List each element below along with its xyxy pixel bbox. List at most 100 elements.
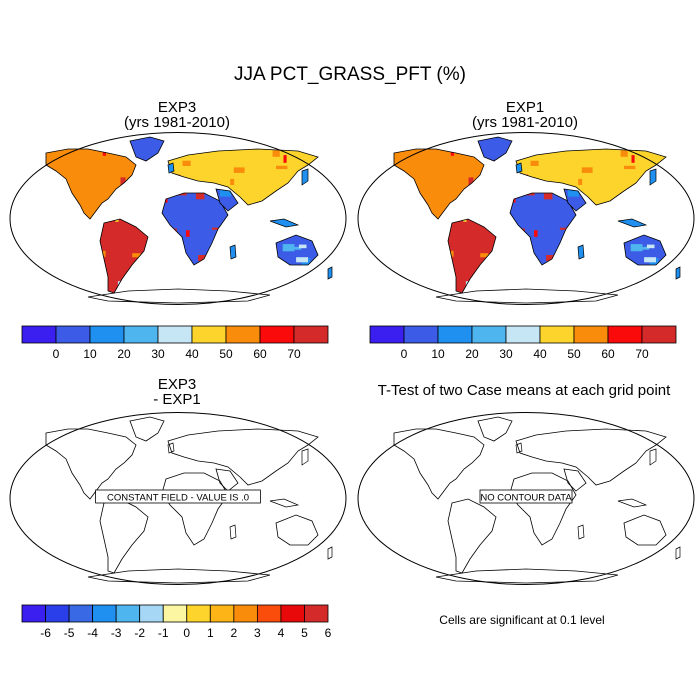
map-border (9, 412, 347, 585)
colorbar-box (157, 325, 193, 344)
colorbar-tick-label: 30 (151, 347, 165, 361)
overlay-label: CONSTANT FIELD - VALUE IS .0 (107, 493, 249, 504)
panel-title-line: (yrs 1981-2010) (124, 114, 230, 131)
antarctica-outline (87, 288, 271, 304)
colorbar-exp3: 0 10 20 30 40 50 60 70 (21, 325, 329, 361)
indonesia-outline (617, 498, 648, 508)
colorbar-box (225, 325, 261, 344)
colorbar-tick-label: 70 (635, 347, 649, 361)
antarctica-outline (435, 568, 619, 584)
uk-outline (515, 162, 523, 174)
colorbar-tick-label: 2 (231, 626, 238, 640)
colorbar-box (293, 325, 329, 344)
panel-title-line: EXP3 (157, 376, 197, 393)
eurasia-outline (167, 428, 319, 486)
colorbar-tick-label: 1 (207, 626, 214, 640)
madagascar-outline (229, 524, 237, 540)
colorbar-box (437, 325, 473, 344)
colorbar-tick-label: 0 (183, 626, 190, 640)
colorbar-tick-label: -4 (87, 626, 98, 640)
significance-note: Cells are significant at 0.1 level (439, 613, 605, 627)
japan-outline (649, 448, 657, 466)
north-america-outline (45, 428, 137, 500)
madagascar-outline (577, 244, 585, 260)
overlay-label-box: NO CONTOUR DATA (479, 489, 573, 504)
panel-title-diff: EXP3 - EXP1 (27, 377, 327, 407)
north-america-outline (393, 428, 485, 500)
map-border (357, 132, 695, 305)
south-america-outline (99, 218, 149, 294)
south-america-outline (447, 498, 497, 574)
colorbar-tick-label: 6 (325, 626, 332, 640)
new-zealand-outline (675, 266, 681, 280)
colorbar-box (369, 325, 405, 344)
new-zealand-outline (327, 266, 333, 280)
map-panel-ttest: NO CONTOUR DATA (357, 412, 695, 585)
colorbar-box (304, 604, 329, 623)
panel-title-line: (yrs 1981-2010) (472, 114, 578, 131)
colorbar-tick-label: 0 (53, 347, 60, 361)
colorbar-tick-label: 50 (567, 347, 581, 361)
colorbar-box (186, 604, 211, 623)
colorbar-box (259, 325, 295, 344)
panel-title-line: T-Test of two Case means at each grid po… (377, 382, 671, 399)
colorbar-diff: -6 -5 -4 -3 -2 -1 0 1 2 3 4 5 6 (21, 604, 332, 640)
new-zealand-outline (327, 546, 333, 560)
colorbar-tick-label: 60 (253, 347, 267, 361)
colorbar-box (280, 604, 305, 623)
antarctica-outline (87, 568, 271, 584)
antarctica-outline (435, 288, 619, 304)
eurasia-outline (515, 148, 667, 206)
colorbar-box (92, 604, 117, 623)
north-america-outline (393, 148, 485, 220)
overlay-label-box: CONSTANT FIELD - VALUE IS .0 (95, 489, 261, 504)
greenland-fill (130, 137, 164, 161)
africa-outline (161, 192, 229, 266)
arabia-outline (563, 188, 587, 212)
colorbar-box (471, 325, 507, 344)
panel-title-line: EXP3 (157, 99, 197, 116)
colorbar-box (68, 604, 94, 623)
colorbar-exp1: 0 10 20 30 40 50 60 70 (369, 325, 677, 361)
colorbar-tick-label: 60 (601, 347, 615, 361)
colorbar-tick-label: 20 (117, 347, 131, 361)
greenland-outline (129, 136, 165, 162)
colorbar-tick-label: 10 (83, 347, 97, 361)
colorbar-tick-label: 30 (499, 347, 513, 361)
colorbar-tick-label: 70 (287, 347, 301, 361)
africa-outline (161, 472, 229, 546)
colorbar-tick-label: -6 (40, 626, 51, 640)
colorbar-box (573, 325, 609, 344)
panel-title-exp1: EXP1 (yrs 1981-2010) (375, 100, 675, 130)
madagascar-outline (229, 244, 237, 260)
africa-outline (509, 472, 577, 546)
south-america-outline (99, 498, 149, 574)
overlay-label: NO CONTOUR DATA (480, 493, 572, 504)
greenland-outline (477, 416, 513, 442)
colorbar-box (123, 325, 159, 344)
colorbar-tick-label: 0 (401, 347, 408, 361)
colorbar-box (21, 604, 46, 623)
panel-title-line: EXP1 (505, 99, 545, 116)
japan-outline (649, 168, 657, 186)
colorbar-tick-label: -5 (64, 626, 75, 640)
greenland-fill (478, 137, 512, 161)
colorbar-tick-label: 50 (219, 347, 233, 361)
colorbar-tick-label: 5 (301, 626, 308, 640)
colorbar-tick-label: 20 (465, 347, 479, 361)
colorbar-box (45, 604, 70, 623)
arabia-outline (215, 188, 239, 212)
map-panel-exp3 (9, 132, 347, 305)
eurasia-outline (515, 428, 667, 486)
colorbar-tick-label: 4 (278, 626, 285, 640)
colorbar-box (233, 604, 258, 623)
uk-outline (515, 442, 523, 454)
greenland-outline (129, 416, 165, 442)
colorbar-tick-label: -1 (158, 626, 169, 640)
australia-outline (275, 234, 319, 266)
colorbar-box (607, 325, 643, 344)
colorbar-box (115, 604, 141, 623)
colorbar-box (505, 325, 541, 344)
colorbar-tick-label: 3 (254, 626, 261, 640)
panel-title-line: - EXP1 (153, 391, 201, 408)
